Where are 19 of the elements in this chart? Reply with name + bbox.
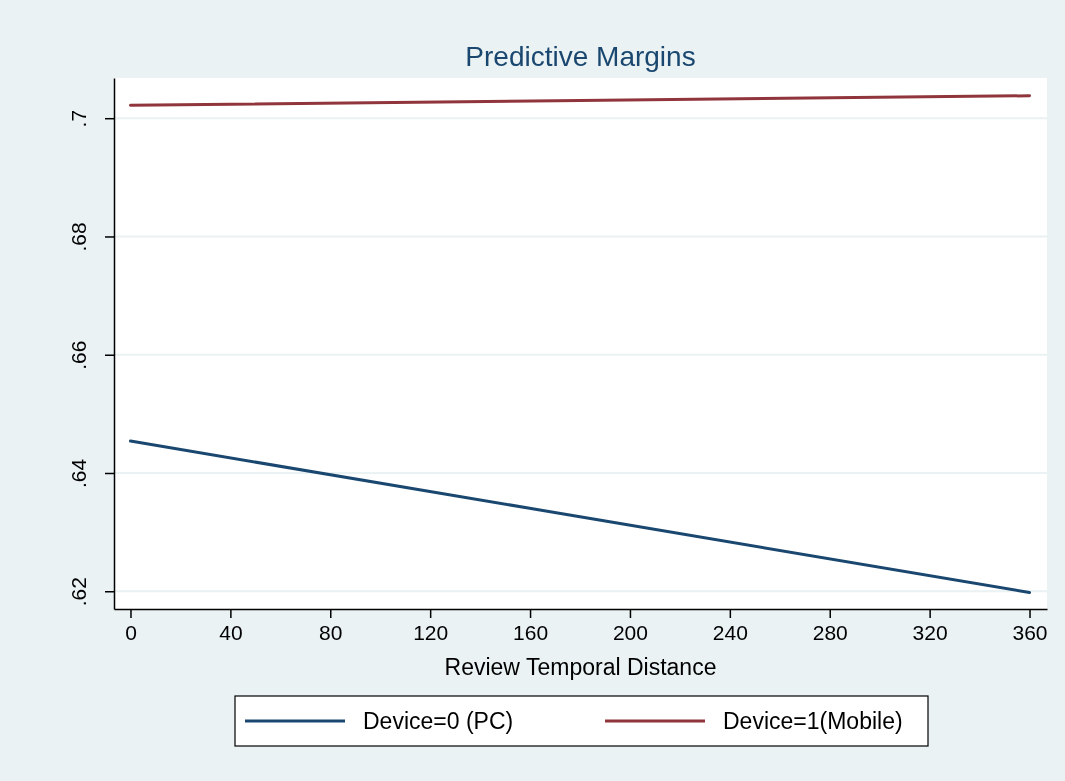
y-tick-label: .64 (67, 458, 90, 489)
x-tick-label: 280 (812, 620, 848, 644)
x-tick-label: 360 (1012, 620, 1048, 644)
x-tick-label: 160 (513, 620, 549, 644)
legend-label: Device=0 (PC) (363, 708, 514, 734)
y-tick-label: .7 (67, 109, 90, 128)
x-tick-label: 240 (712, 620, 748, 644)
x-tick-label: 0 (125, 620, 137, 644)
legend-label: Device=1(Mobile) (723, 708, 903, 734)
x-tick-label: 200 (612, 620, 648, 644)
y-tick-label: .68 (67, 222, 90, 252)
chart-title: Predictive Margins (465, 41, 696, 72)
y-tick-label: .66 (67, 340, 90, 370)
x-tick-label: 40 (219, 620, 243, 644)
x-axis-title: Review Temporal Distance (444, 654, 717, 680)
x-tick-label: 320 (912, 620, 948, 644)
x-tick-label: 80 (319, 620, 343, 644)
y-tick-label: .62 (67, 577, 90, 607)
x-tick-label: 120 (413, 620, 449, 644)
